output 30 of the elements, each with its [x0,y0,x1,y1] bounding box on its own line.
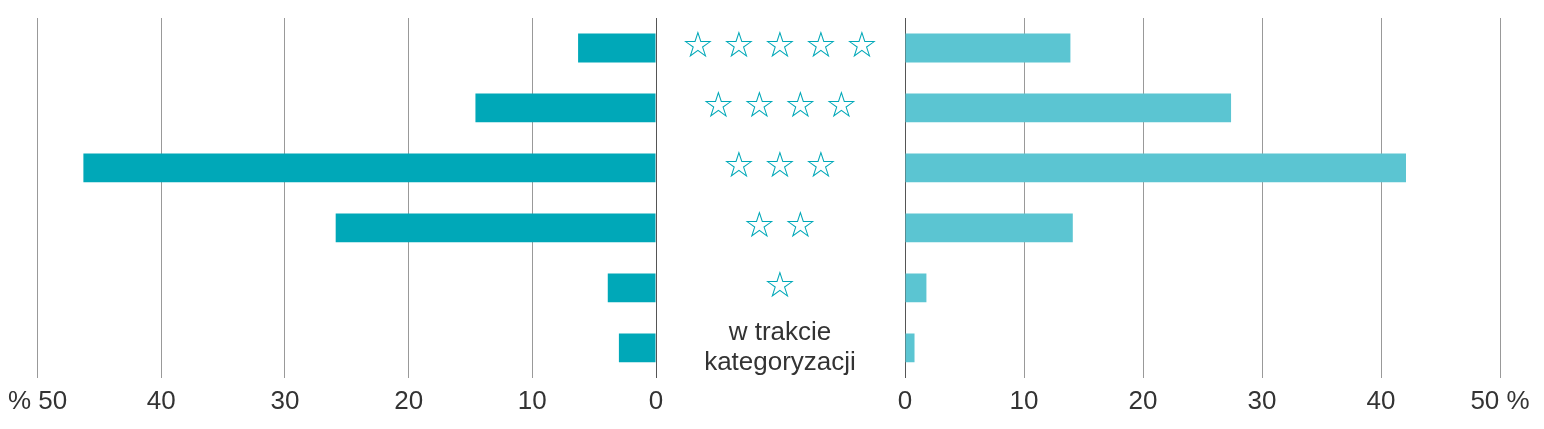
x-tick-label: 30 [270,384,300,415]
bar [607,273,656,303]
y-tick-label: ☆ [763,264,797,306]
x-tick-label: 20 [1128,384,1158,415]
y-tick-label: ☆☆ [743,204,817,246]
y-tick-label: w trakcie kategoryzacji [704,315,856,376]
x-tick-label: 10 [1009,384,1039,415]
x-tick-label: 40 [1366,384,1396,415]
x-tick-label: 40 [146,384,176,415]
bar [83,153,656,183]
x-tick-label: 50 % [1470,384,1530,415]
y-tick-label: ☆☆☆☆ [702,84,858,126]
bar [578,33,656,63]
bar [905,213,1073,243]
x-tick-label: % 50 [8,384,68,415]
bar [618,333,656,363]
y-tick-label: ☆☆☆ [722,144,838,186]
bar [475,93,656,123]
bar [905,93,1232,123]
x-tick-label: 0 [648,384,664,415]
x-tick-label: 30 [1247,384,1277,415]
bar [905,33,1071,63]
bar [905,273,927,303]
y-tick-label: ☆☆☆☆☆ [681,24,879,66]
bar [335,213,656,243]
x-tick-label: 10 [517,384,547,415]
bar [905,153,1406,183]
x-tick-label: 20 [394,384,424,415]
x-tick-label: 0 [897,384,913,415]
bar [905,333,915,363]
